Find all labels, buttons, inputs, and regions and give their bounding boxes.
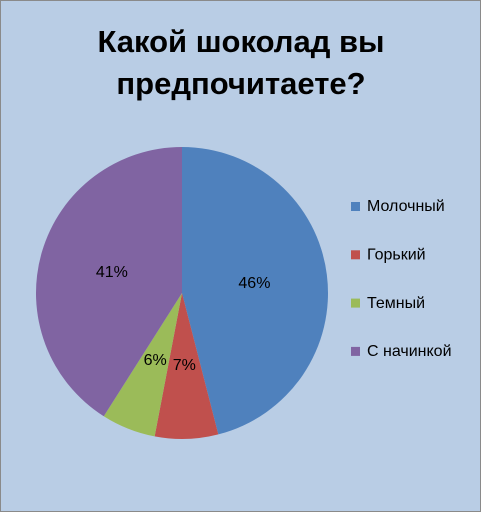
value-label: 6% [144, 352, 167, 369]
pie-slice [154, 293, 219, 439]
legend-swatch [351, 298, 360, 308]
value-label: 7% [173, 357, 196, 374]
pie-slice [36, 147, 183, 417]
pie-slice [182, 147, 328, 435]
value-label: 46% [238, 275, 270, 292]
legend-label: Молочный [367, 198, 445, 215]
value-label: 41% [96, 264, 128, 281]
legend-label: Горький [367, 247, 426, 264]
legend-label: Темный [367, 295, 425, 312]
legend-label: С начинкой [367, 343, 452, 360]
legend-swatch [351, 250, 360, 260]
legend-swatch [351, 202, 360, 211]
chart-title: Какой шоколад вы предпочитаете? [97, 24, 385, 101]
pie-slice [103, 293, 182, 437]
legend-swatch [351, 346, 360, 356]
